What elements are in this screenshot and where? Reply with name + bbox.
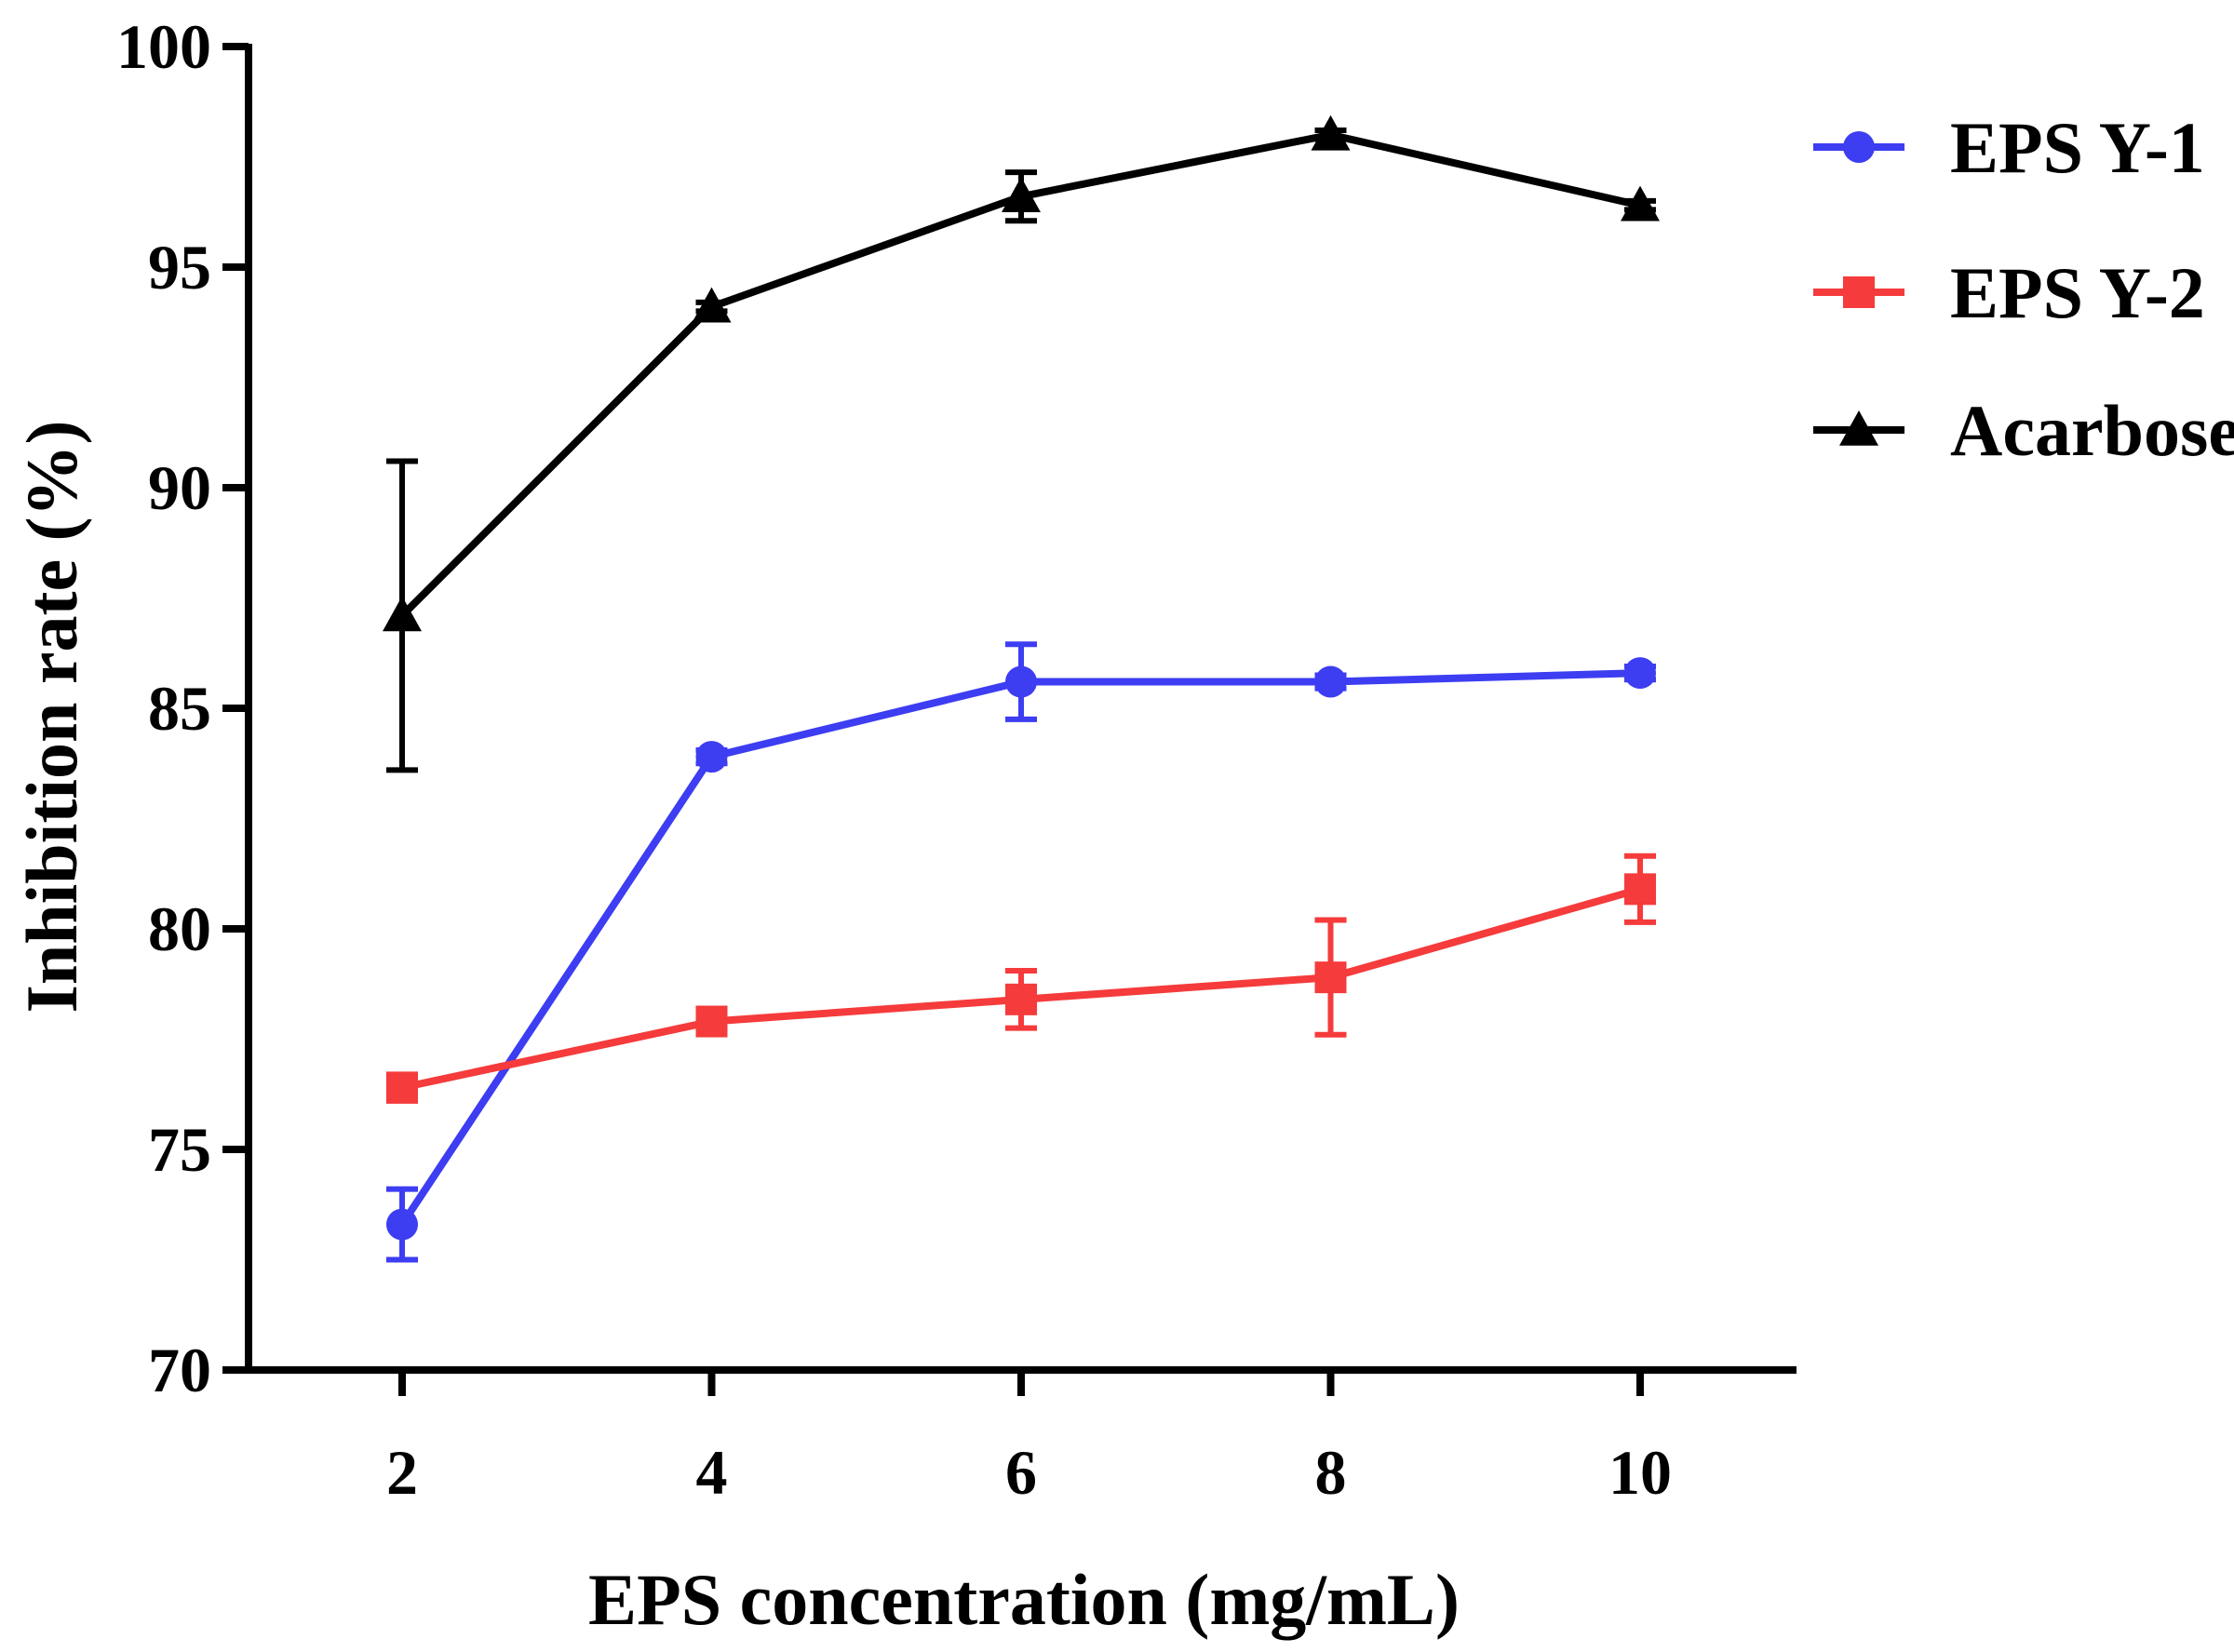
data-point bbox=[386, 1071, 418, 1104]
y-tick-label: 90 bbox=[148, 452, 211, 523]
data-point bbox=[1624, 657, 1656, 690]
legend-marker bbox=[1843, 276, 1875, 308]
legend-label: EPS Y-2 bbox=[1950, 252, 2205, 333]
series-acarbose bbox=[383, 114, 1660, 773]
x-tick-label: 2 bbox=[386, 1437, 418, 1508]
data-point bbox=[1311, 114, 1351, 151]
x-axis-title: EPS concentration (mg/mL) bbox=[588, 1559, 1460, 1640]
legend-item-acarbose: Acarbose bbox=[1813, 390, 2234, 471]
data-point bbox=[1621, 185, 1660, 222]
x-tick-label: 8 bbox=[1315, 1437, 1347, 1508]
data-point bbox=[1314, 665, 1347, 698]
x-tick-label: 10 bbox=[1608, 1437, 1672, 1508]
legend-marker bbox=[1839, 410, 1878, 446]
series-line bbox=[398, 669, 1641, 1227]
legend-item-eps-y-1: EPS Y-1 bbox=[1813, 107, 2205, 188]
data-point bbox=[695, 741, 728, 773]
x-tick-label: 6 bbox=[1005, 1437, 1037, 1508]
y-tick-label: 70 bbox=[148, 1335, 211, 1405]
series-eps-y-1 bbox=[386, 641, 1656, 1263]
y-tick-label: 100 bbox=[116, 11, 211, 82]
y-axis-title: Inhibition rate (%) bbox=[11, 420, 92, 1013]
data-point bbox=[1314, 961, 1347, 994]
legend: EPS Y-1 EPS Y-2 Acarbose bbox=[1813, 107, 2234, 471]
x-tick-label: 4 bbox=[696, 1437, 728, 1508]
legend-marker bbox=[1843, 131, 1875, 163]
y-tick-label: 75 bbox=[148, 1114, 211, 1185]
legend-item-eps-y-2: EPS Y-2 bbox=[1813, 252, 2205, 333]
data-point bbox=[1005, 665, 1037, 698]
legend-label: Acarbose bbox=[1950, 390, 2234, 471]
legend-label: EPS Y-1 bbox=[1950, 107, 2205, 188]
series-layer bbox=[383, 114, 1660, 1263]
y-tick-label: 95 bbox=[148, 232, 211, 302]
data-point bbox=[1005, 983, 1037, 1015]
data-point bbox=[383, 596, 422, 632]
data-point bbox=[386, 1208, 418, 1241]
y-tick-label: 80 bbox=[148, 893, 211, 964]
axes: 70 75 80 85 90 95 100 2 4 6 8 10 bbox=[116, 11, 1797, 1508]
series-eps-y-2 bbox=[386, 853, 1656, 1104]
data-point bbox=[1624, 873, 1656, 906]
y-tick-label: 85 bbox=[148, 673, 211, 744]
data-point bbox=[1002, 177, 1041, 212]
data-point bbox=[692, 287, 732, 323]
data-point bbox=[695, 1005, 728, 1038]
